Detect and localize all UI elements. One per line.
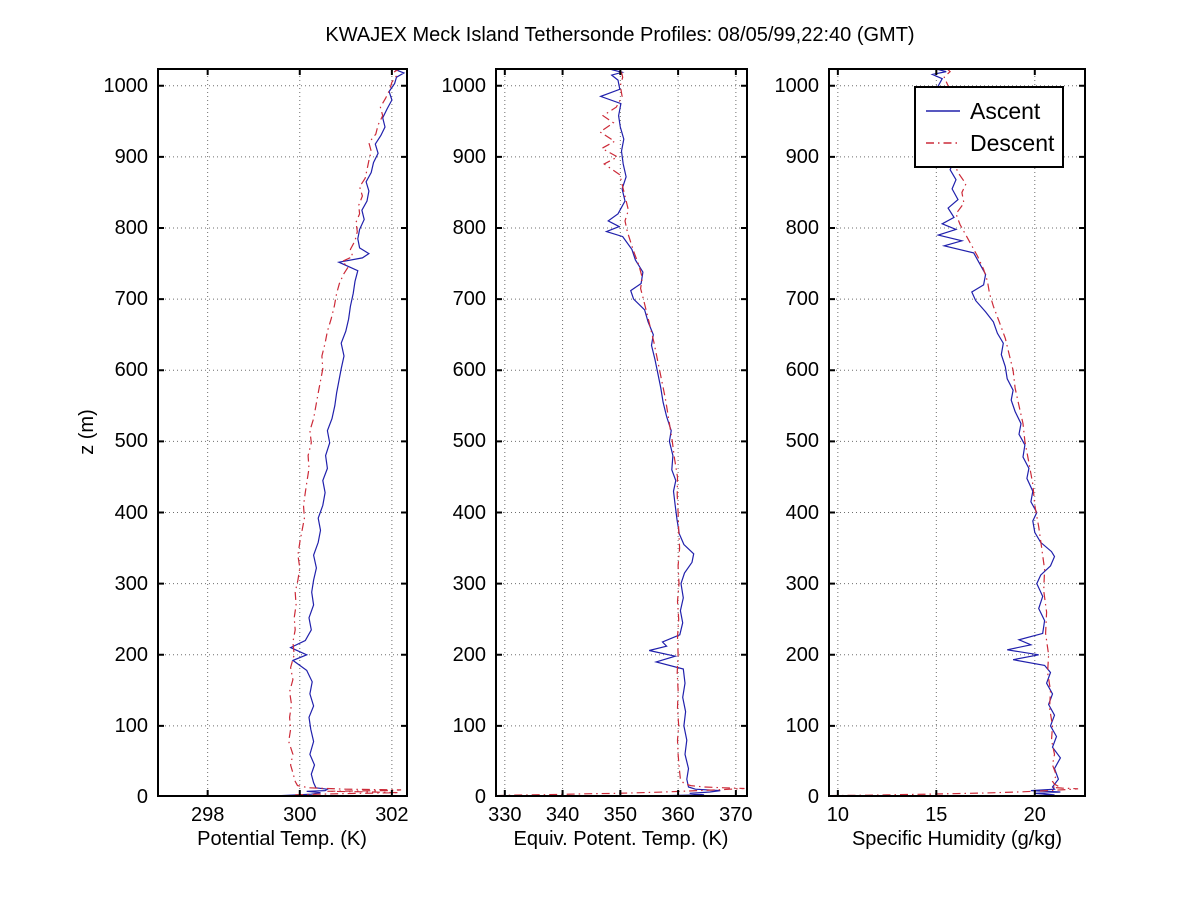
y-tick-label: 900 (114, 145, 148, 168)
y-tick-label: 700 (785, 288, 819, 311)
descent-line (288, 68, 402, 796)
y-tick-label: 600 (452, 359, 486, 382)
y-tick-label: 100 (114, 714, 148, 737)
x-tick-label: 302 (375, 804, 409, 826)
y-tick-label: 300 (785, 572, 819, 595)
y-tick-label: 500 (114, 430, 148, 453)
y-tick-label: 1000 (441, 74, 487, 97)
descent-line (496, 69, 745, 797)
y-tick-label: 200 (114, 643, 148, 666)
ascent-line (593, 68, 721, 797)
x-axis-label-equiv-potent-temp: Equiv. Potent. Temp. (K) (513, 828, 729, 850)
x-tick-label: 330 (488, 804, 522, 826)
plot-area-equiv-potent-temp (495, 68, 748, 797)
y-tick-label: 400 (114, 501, 148, 524)
legend: Ascent Descent (914, 86, 1064, 168)
y-tick-label: 0 (807, 786, 819, 808)
y-tick-label: 300 (114, 572, 148, 595)
y-tick-label: 800 (452, 217, 486, 240)
x-tick-label: 15 (925, 804, 948, 826)
plot-area-potential-temp (157, 68, 408, 797)
x-tick-label: 370 (719, 804, 753, 826)
y-tick-label: 800 (785, 217, 819, 240)
y-tick-label: 900 (785, 145, 819, 168)
y-tick-label: 100 (785, 714, 819, 737)
ascent-line-sample-icon (926, 110, 960, 112)
y-tick-label: 600 (114, 359, 148, 382)
y-tick-label: 400 (785, 501, 819, 524)
ascent-line (193, 68, 406, 797)
y-tick-label: 800 (114, 217, 148, 240)
y-tick-label: 700 (114, 288, 148, 311)
x-tick-label: 360 (661, 804, 695, 826)
y-tick-label: 1000 (103, 74, 149, 97)
y-tick-label: 700 (452, 288, 486, 311)
y-tick-label: 1000 (774, 74, 820, 97)
y-tick-label: 0 (474, 786, 486, 808)
y-tick-label: 500 (452, 430, 486, 453)
ascent-line (930, 68, 1062, 797)
descent-line (829, 68, 1079, 797)
y-tick-label: 900 (452, 145, 486, 168)
x-tick-label: 10 (826, 804, 849, 826)
legend-label-ascent: Ascent (970, 97, 1041, 124)
y-tick-label: 300 (452, 572, 486, 595)
legend-entry-ascent: Ascent (916, 96, 1062, 126)
chart-title: KWAJEX Meck Island Tethersonde Profiles:… (325, 24, 915, 46)
y-tick-label: 500 (785, 430, 819, 453)
descent-line-sample-icon (926, 142, 960, 144)
y-tick-label: 400 (452, 501, 486, 524)
y-tick-label: 0 (136, 786, 148, 808)
plot-area-specific-humidity (828, 68, 1086, 797)
x-tick-label: 300 (283, 804, 317, 826)
x-tick-label: 20 (1023, 804, 1046, 826)
y-tick-label: 200 (785, 643, 819, 666)
x-tick-label: 340 (545, 804, 580, 826)
x-tick-label: 298 (190, 804, 225, 826)
x-tick-label: 350 (603, 804, 638, 826)
y-tick-label: 600 (785, 359, 819, 382)
y-tick-label: 100 (452, 714, 486, 737)
x-axis-label-specific-humidity: Specific Humidity (g/kg) (851, 828, 1063, 850)
legend-label-descent: Descent (970, 129, 1055, 156)
legend-entry-descent: Descent (916, 128, 1062, 158)
y-tick-label: 200 (452, 643, 486, 666)
x-axis-label-potential-temp: Potential Temp. (K) (197, 828, 367, 850)
